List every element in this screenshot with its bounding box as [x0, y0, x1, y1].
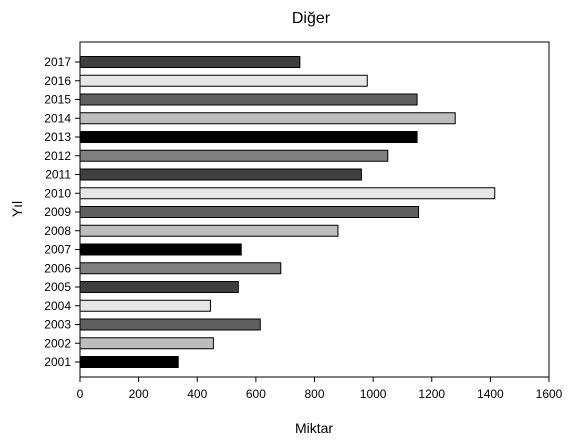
y-tick-label-2013: 2013: [44, 130, 71, 144]
bar-2010: [79, 187, 496, 200]
y-tick-label-2010: 2010: [44, 186, 71, 200]
bar-2011: [79, 168, 362, 181]
x-axis-label: Miktar: [295, 420, 333, 436]
plot-frame: [79, 41, 550, 378]
bar-2015: [79, 93, 418, 106]
chart-title: Diğer: [292, 10, 331, 27]
x-tick-label-0: 0: [77, 387, 84, 401]
x-tick-label-600: 600: [246, 387, 266, 401]
y-tick-label-2004: 2004: [44, 299, 71, 313]
bar-2008: [79, 224, 339, 237]
bar-2014: [79, 112, 456, 125]
bar-2002: [79, 337, 214, 350]
bar-2009: [79, 206, 420, 218]
bar-2004: [79, 299, 211, 312]
x-axis: 0 200 400 600 800 1000 1200 1400 1600: [77, 377, 563, 401]
bar-2013: [79, 131, 418, 143]
bars-group: [79, 56, 496, 368]
y-axis-label: Yıl: [9, 201, 25, 217]
x-tick-label-1400: 1400: [477, 387, 504, 401]
y-tick-label-2009: 2009: [44, 205, 71, 219]
y-tick-label-2011: 2011: [45, 168, 71, 182]
y-tick-label-2006: 2006: [44, 261, 71, 275]
bar-2006: [79, 262, 282, 275]
bar-2016: [79, 74, 368, 87]
x-tick-label-400: 400: [187, 387, 207, 401]
x-tick-label-1600: 1600: [536, 387, 563, 401]
y-tick-label-2005: 2005: [44, 280, 71, 294]
y-tick-label-2016: 2016: [44, 74, 71, 88]
x-tick-label-800: 800: [304, 387, 324, 401]
bar-2007: [79, 243, 242, 256]
y-tick-label-2008: 2008: [44, 224, 71, 238]
x-tick-label-1000: 1000: [360, 387, 387, 401]
bar-2012: [79, 149, 389, 162]
y-axis: 2001 2002 2003 2004 2005 2006 2007 2008 2009 2010…: [44, 55, 80, 369]
y-tick-label-2007: 2007: [44, 243, 71, 257]
x-tick-label-1200: 1200: [418, 387, 445, 401]
bar-2003: [79, 318, 261, 331]
bar-2001: [79, 356, 179, 368]
y-tick-label-2014: 2014: [44, 111, 71, 125]
y-tick-label-2002: 2002: [44, 336, 71, 350]
x-tick-label-200: 200: [129, 387, 149, 401]
y-tick-label-2003: 2003: [44, 318, 71, 332]
bar-2005: [79, 281, 239, 293]
bar-2017: [79, 56, 301, 68]
y-tick-label-2001: 2001: [44, 355, 71, 369]
y-tick-label-2015: 2015: [44, 93, 71, 107]
y-tick-label-2012: 2012: [44, 149, 71, 163]
y-tick-label-2017: 2017: [44, 55, 71, 69]
